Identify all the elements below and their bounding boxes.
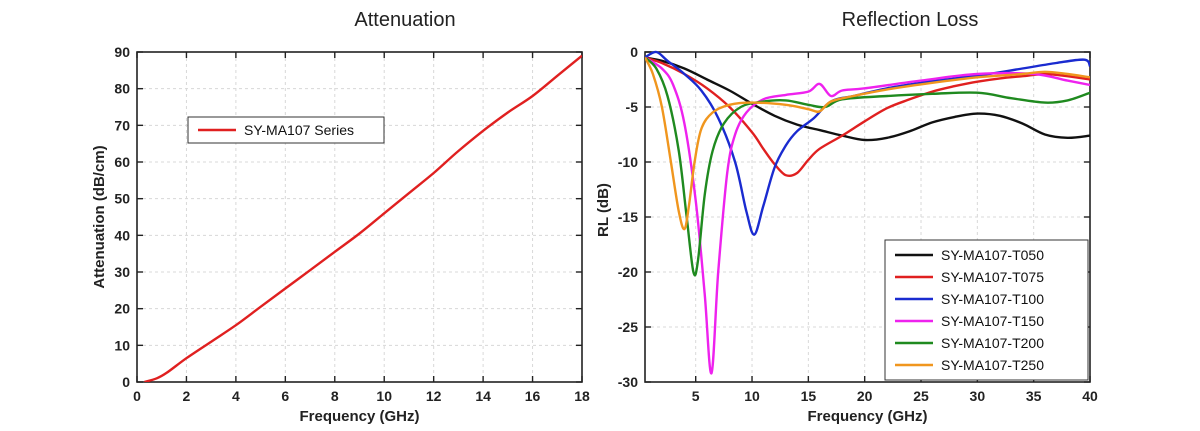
- chart2-legend-label-5: SY-MA107-T250: [941, 357, 1044, 373]
- chart1-ytick-label-4: 40: [114, 227, 130, 243]
- chart2-ytick-label-1: -5: [626, 99, 639, 115]
- chart1-series-line-0: [144, 54, 582, 382]
- chart2-ytick-label-2: -10: [618, 154, 638, 170]
- chart2-series-line-5: [645, 56, 1090, 231]
- chart1-ytick-label-3: 30: [114, 264, 130, 280]
- chart1-ytick-label-5: 50: [114, 191, 130, 207]
- chart1-xtick-label-4: 8: [331, 388, 339, 404]
- chart1-ytick-label-2: 20: [114, 301, 130, 317]
- chart2-series-line-4: [645, 56, 1090, 277]
- chart2-xtick-label-6: 35: [1026, 388, 1042, 404]
- chart2-x-axis-label: Frequency (GHz): [807, 408, 927, 425]
- chart1-xtick-label-5: 10: [376, 388, 392, 404]
- chart1-plot-frame: [136, 51, 583, 383]
- chart1-ytick-label-9: 90: [114, 44, 130, 60]
- chart1-xtick-label-6: 12: [426, 388, 442, 404]
- chart2-xtick-label-1: 10: [744, 388, 760, 404]
- chart1-title: Attenuation: [354, 9, 455, 31]
- chart2-series-line-2: [645, 50, 1090, 236]
- chart2-ytick-label-4: -20: [618, 264, 638, 280]
- chart1-ytick-label-0: 0: [122, 374, 130, 390]
- chart1-ytick-label-8: 80: [114, 81, 130, 97]
- chart2-legend-label-3: SY-MA107-T150: [941, 313, 1044, 329]
- chart1-legend-label-0: SY-MA107 Series: [244, 122, 354, 138]
- chart2-legend-label-4: SY-MA107-T200: [941, 335, 1044, 351]
- chart2-ytick-label-6: -30: [618, 374, 638, 390]
- chart1-xtick-label-2: 4: [232, 388, 240, 404]
- chart1-xtick-label-0: 0: [133, 388, 141, 404]
- chart1-xtick-label-3: 6: [281, 388, 289, 404]
- chart1-ytick-label-7: 70: [114, 117, 130, 133]
- chart2-legend-label-2: SY-MA107-T100: [941, 291, 1044, 307]
- chart2-xtick-label-3: 20: [857, 388, 873, 404]
- chart1-xtick-label-7: 14: [475, 388, 491, 404]
- chart2-xtick-label-7: 40: [1082, 388, 1098, 404]
- chart1-xtick-label-1: 2: [183, 388, 191, 404]
- chart2-series-line-3: [645, 56, 1090, 375]
- chart1-ytick-label-6: 60: [114, 154, 130, 170]
- chart1-xtick-label-8: 16: [525, 388, 541, 404]
- chart2-y-axis-label: RL (dB): [595, 183, 612, 237]
- chart1-ytick-label-1: 10: [114, 337, 130, 353]
- chart2-ytick-label-0: 0: [630, 44, 638, 60]
- chart2-ytick-label-3: -15: [618, 209, 638, 225]
- chart2-legend-box: [884, 239, 1089, 381]
- chart2-ytick-label-5: -25: [618, 319, 638, 335]
- chart1-y-axis-label: Attenuation (dB/cm): [91, 145, 108, 288]
- chart1-x-axis-label: Frequency (GHz): [299, 408, 419, 425]
- chart2-xtick-label-0: 5: [692, 388, 700, 404]
- chart1-xtick-label-9: 18: [574, 388, 590, 404]
- chart2-series-line-0: [645, 56, 1090, 142]
- chart2-xtick-label-5: 30: [970, 388, 986, 404]
- chart2-title: Reflection Loss: [842, 9, 979, 31]
- chart2-xtick-label-4: 25: [913, 388, 929, 404]
- chart2-legend-label-0: SY-MA107-T050: [941, 247, 1044, 263]
- chart2-legend-label-1: SY-MA107-T075: [941, 269, 1044, 285]
- chart2-xtick-label-2: 15: [801, 388, 817, 404]
